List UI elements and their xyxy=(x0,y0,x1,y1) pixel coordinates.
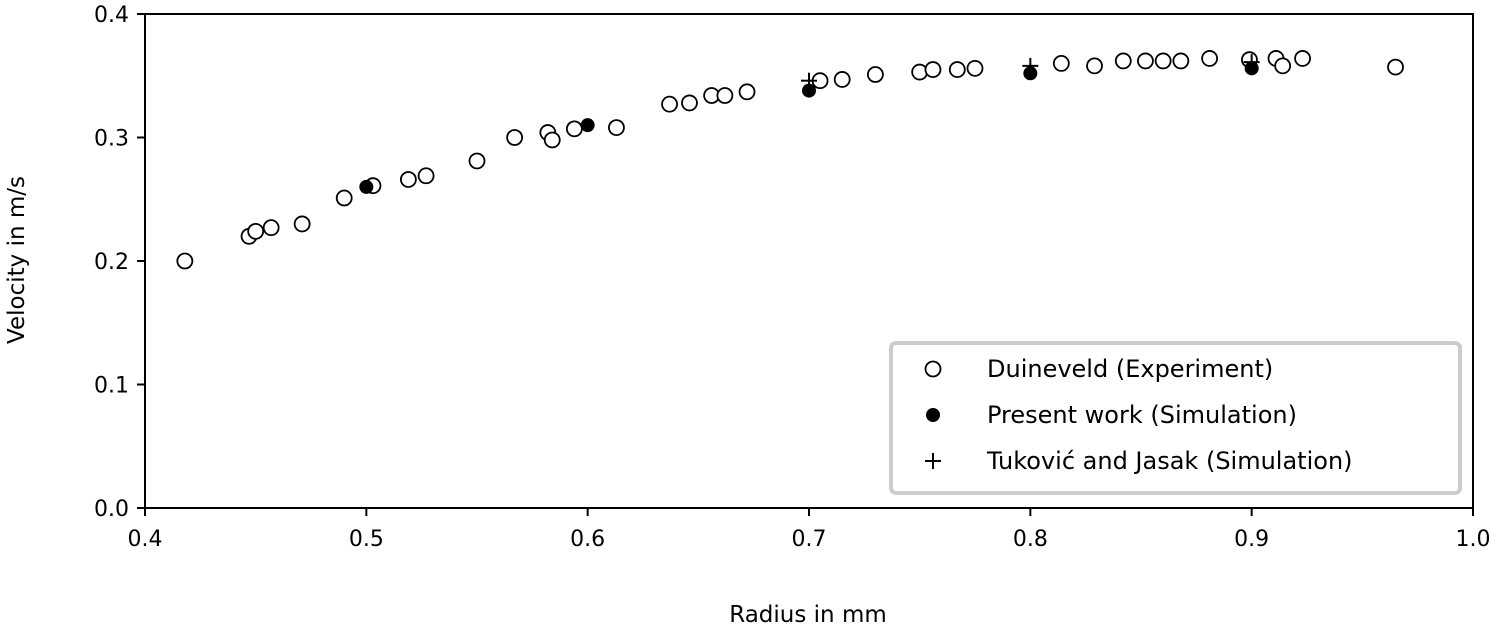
data-point-series-1 xyxy=(1154,52,1172,70)
legend-label-1: Duineveld (Experiment) xyxy=(987,355,1273,383)
data-point-series-3 xyxy=(801,72,817,89)
y-tick-label: 0.1 xyxy=(94,374,129,399)
data-point-series-1 xyxy=(1137,52,1154,70)
axes: 0.4 0.5 0.6 0.7 0.8 0.9 1.0 0.0 0.1 0.2 0.3 0.4 xyxy=(94,3,1491,552)
x-tick-label: 0.5 xyxy=(349,527,384,552)
data-point-series-1 xyxy=(176,252,194,270)
x-axis-title: Radius in mm xyxy=(729,602,887,626)
data-point-series-3 xyxy=(1022,57,1039,74)
data-point-series-1 xyxy=(911,63,929,81)
legend-label-2: Present work (Simulation) xyxy=(987,401,1297,429)
legend-label-3: Tuković and Jasak (Simulation) xyxy=(986,447,1353,475)
data-point-series-1 xyxy=(1172,52,1190,70)
data-point-series-1 xyxy=(716,87,734,104)
data-point-series-1 xyxy=(1294,50,1311,67)
data-point-series-1 xyxy=(417,167,435,185)
data-point-series-1 xyxy=(738,83,756,101)
data-point-series-1 xyxy=(262,219,280,237)
y-tick-label: 0.4 xyxy=(94,3,129,28)
data-point-series-1 xyxy=(335,189,353,207)
data-point-series-2 xyxy=(580,118,595,133)
data-point-series-1 xyxy=(1086,57,1103,75)
legend-marker-2 xyxy=(926,408,940,422)
y-tick-label: 0.2 xyxy=(94,250,129,275)
y-tick-label: 0.0 xyxy=(94,497,129,522)
data-point-series-1 xyxy=(1274,57,1292,75)
y-tick-label: 0.3 xyxy=(94,127,129,152)
x-tick-label: 0.9 xyxy=(1234,527,1269,552)
data-point-series-1 xyxy=(608,119,625,137)
data-point-series-1 xyxy=(1387,58,1404,76)
data-point-series-1 xyxy=(293,215,311,233)
legend-marker-3 xyxy=(925,453,941,469)
data-point-series-1 xyxy=(1201,50,1219,67)
y-axis-title: Velocity in m/s xyxy=(4,176,30,344)
data-point-series-3 xyxy=(1243,54,1260,71)
x-tick-label: 0.8 xyxy=(1013,527,1048,552)
data-point-series-1 xyxy=(924,61,942,78)
data-point-series-1 xyxy=(468,152,486,170)
data-point-series-1 xyxy=(966,59,984,77)
data-point-series-1 xyxy=(1052,55,1070,72)
x-tick-label: 1.0 xyxy=(1456,527,1491,552)
data-point-series-1 xyxy=(948,61,966,78)
data-point-series-1 xyxy=(833,71,851,88)
data-point-series-1 xyxy=(247,222,265,240)
legend: Duineveld (Experiment) Present work (Simu… xyxy=(889,341,1462,495)
data-point-series-1 xyxy=(661,95,678,113)
data-point-series-1 xyxy=(565,120,583,138)
data-point-series-2 xyxy=(359,179,374,194)
data-point-series-1 xyxy=(1114,52,1132,70)
data-points xyxy=(176,50,1404,270)
data-point-series-1 xyxy=(399,171,417,188)
x-tick-label: 0.7 xyxy=(792,527,827,552)
axis-labels: Radius in mm Velocity in m/s xyxy=(4,176,887,626)
data-point-series-1 xyxy=(543,131,561,149)
data-point-series-1 xyxy=(681,94,698,112)
data-point-series-1 xyxy=(867,66,884,83)
data-point-series-1 xyxy=(506,129,524,146)
x-tick-label: 0.6 xyxy=(570,527,605,552)
legend-marker-1 xyxy=(924,360,942,378)
x-tick-label: 0.4 xyxy=(128,527,163,552)
legend-box xyxy=(889,341,1462,495)
